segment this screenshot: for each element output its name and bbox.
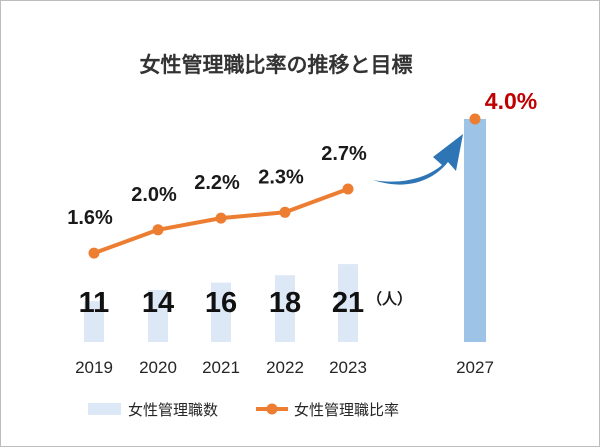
count-bar (84, 301, 104, 342)
ratio-point (152, 224, 164, 236)
ratio-label: 2.3% (258, 166, 304, 188)
target-bar (464, 119, 486, 342)
count-label: 16 (205, 287, 237, 319)
ratio-label: 2.0% (131, 184, 177, 206)
x-tick-label: 2021 (202, 358, 240, 377)
count-bar (275, 275, 295, 342)
x-tick-label: 2019 (75, 358, 113, 377)
ratio-label: 2.2% (194, 172, 240, 194)
legend-label-count: 女性管理職数 (128, 401, 218, 419)
target-label: 4.0% (485, 88, 537, 114)
x-tick-label: 2027 (456, 358, 494, 377)
x-tick-label: 2020 (139, 358, 177, 377)
count-bar (338, 264, 358, 342)
count-label: 14 (142, 287, 174, 319)
count-unit: （人） (367, 290, 412, 308)
ratio-point (342, 183, 354, 195)
trend-arrow (373, 134, 463, 185)
count-bar (148, 290, 168, 342)
target-point (469, 113, 481, 125)
ratio-point (88, 247, 100, 259)
chart-title: 女性管理職比率の推移と目標 (140, 53, 413, 77)
ratio-point (215, 212, 227, 224)
count-label: 21 (332, 287, 364, 319)
ratio-point (279, 206, 291, 218)
count-label: 11 (79, 287, 110, 319)
legend-label-ratio: 女性管理職比率 (294, 401, 399, 419)
ratio-label: 1.6% (67, 207, 113, 229)
count-label: 18 (269, 287, 301, 319)
count-bar (211, 282, 231, 342)
x-tick-label: 2022 (266, 358, 304, 377)
x-tick-label: 2023 (329, 358, 367, 377)
ratio-label: 2.7% (321, 143, 367, 165)
legend-swatch-bar (88, 403, 121, 415)
legend-swatch-marker (266, 403, 278, 415)
